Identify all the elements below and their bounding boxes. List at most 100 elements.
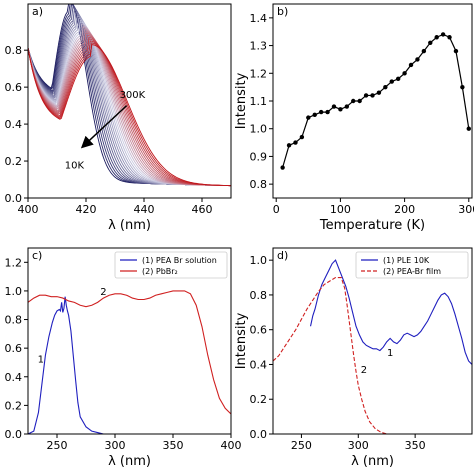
y-tick-label: 1.3 [250, 40, 268, 53]
y-tick-label: 1.2 [250, 67, 268, 80]
data-point [402, 71, 407, 76]
data-point [363, 93, 369, 98]
plot-frame [272, 247, 473, 435]
series-group [28, 290, 231, 434]
x-tick-label: 440 [134, 203, 155, 216]
x-axis-label: λ (nm) [108, 218, 151, 233]
y-tick-label: 0.4 [250, 358, 268, 371]
series-group [28, 4, 231, 187]
y-tick-label: 1.4 [250, 12, 268, 25]
x-axis-label: λ (nm) [351, 454, 394, 469]
y-tick-label: 0.0 [250, 428, 268, 441]
x-tick-label: 250 [291, 439, 312, 452]
x-tick-label: 400 [18, 203, 39, 216]
x-tick-label: 250 [47, 439, 68, 452]
y-tick-label: 1.0 [5, 285, 23, 298]
x-tick-label: 300 [105, 439, 126, 452]
y-tick-label: 1.0 [250, 123, 268, 136]
data-point [338, 107, 343, 112]
data-point [299, 134, 305, 140]
curve-label: 1 [38, 354, 44, 365]
annotation-label: 10K [65, 160, 85, 171]
data-point [389, 79, 394, 84]
y-tick-label: 0.0 [5, 428, 23, 441]
data-point [408, 62, 414, 68]
y-tick-label: 0.8 [250, 178, 268, 191]
x-tick-label: 350 [405, 439, 426, 452]
series-line [28, 290, 231, 415]
panel-a: 300K 10K 400 420 440 460 0.0 0.2 0.4 0.6 0.8 λ (nm)… [5, 3, 232, 233]
x-tick-label: 350 [163, 439, 184, 452]
data-point [293, 140, 298, 145]
data-point [453, 48, 459, 54]
data-point [351, 98, 356, 104]
data-point [434, 35, 439, 40]
y-tick-label: 0.6 [250, 324, 268, 337]
panel-letter: a) [32, 5, 43, 18]
plot-frame [27, 247, 232, 435]
data-point [466, 126, 471, 131]
data-point [376, 90, 382, 95]
data-point [370, 93, 375, 98]
x-tick-label: 100 [330, 203, 351, 216]
series-line [28, 296, 231, 434]
y-tick-label: 0.8 [5, 44, 23, 57]
y-axis-label: Intensity [234, 72, 249, 129]
data-point [357, 98, 362, 104]
y-tick-label: 1.0 [250, 254, 268, 267]
legend-entry: (1) PEA Br solution [142, 256, 217, 265]
y-tick-label: 0.6 [5, 81, 23, 94]
data-point [312, 112, 317, 118]
legend-box [114, 251, 228, 279]
annotation-label: 300K [120, 90, 146, 101]
y-tick-label: 0.8 [250, 289, 268, 302]
data-point [460, 84, 465, 90]
y-tick-label: 0.6 [5, 342, 23, 355]
intensity-line [282, 33, 470, 168]
y-tick-label: 0.2 [5, 399, 23, 412]
data-point [280, 165, 285, 170]
y-tick-label: 0.2 [5, 155, 23, 168]
curve-label: 2 [361, 365, 367, 376]
data-point [395, 76, 401, 82]
panel-d: 1 2 (1) PLE 10K (2) PEA-Br film 250 300 350 0.0… [234, 247, 473, 469]
legend: (1) PLE 10K (2) PEA-Br film [355, 251, 469, 279]
data-point [440, 32, 446, 37]
x-tick-label: 300 [348, 439, 369, 452]
series-line [273, 276, 393, 434]
y-tick-label: 0.2 [250, 393, 268, 406]
legend-entry: (2) PEA-Br film [383, 267, 441, 276]
data-point [421, 48, 427, 54]
panel-b: 0 100 200 300 0.8 0.9 1.0 1.1 1.2 1.3 1.4 Temperatu… [234, 3, 474, 233]
data-point [383, 84, 388, 90]
legend: (1) PEA Br solution (2) PbBr₂ [114, 251, 228, 279]
panel-c: 1 2 (1) PEA Br solution (2) PbBr₂ 250 300 350 4… [5, 247, 242, 469]
series-line [309, 259, 472, 365]
panel-letter: b) [277, 5, 288, 18]
temperature-arrow [80, 105, 128, 149]
spectrum-line [28, 44, 231, 187]
legend-entry: (2) PbBr₂ [142, 267, 178, 276]
x-axis-label: Temperature (K) [319, 218, 425, 233]
data-point [318, 109, 324, 115]
data-point [415, 57, 420, 62]
series-group [273, 259, 472, 434]
plot-frame [27, 3, 232, 199]
data-point [447, 35, 452, 40]
curve-label: 1 [387, 348, 393, 359]
y-axis-label: Intensity [234, 312, 249, 369]
legend-box [355, 251, 469, 279]
x-tick-label: 0 [273, 203, 280, 216]
y-tick-label: 1.1 [250, 95, 268, 108]
data-point [331, 104, 337, 109]
y-tick-label: 0.8 [5, 314, 23, 327]
data-point [325, 109, 330, 115]
y-tick-label: 0.0 [5, 192, 23, 205]
x-tick-label: 460 [192, 203, 213, 216]
y-tick-label: 0.4 [5, 371, 23, 384]
x-axis-label: λ (nm) [108, 454, 151, 469]
data-point [306, 115, 311, 120]
panel-letter: c) [32, 249, 42, 262]
x-tick-label: 200 [394, 203, 415, 216]
